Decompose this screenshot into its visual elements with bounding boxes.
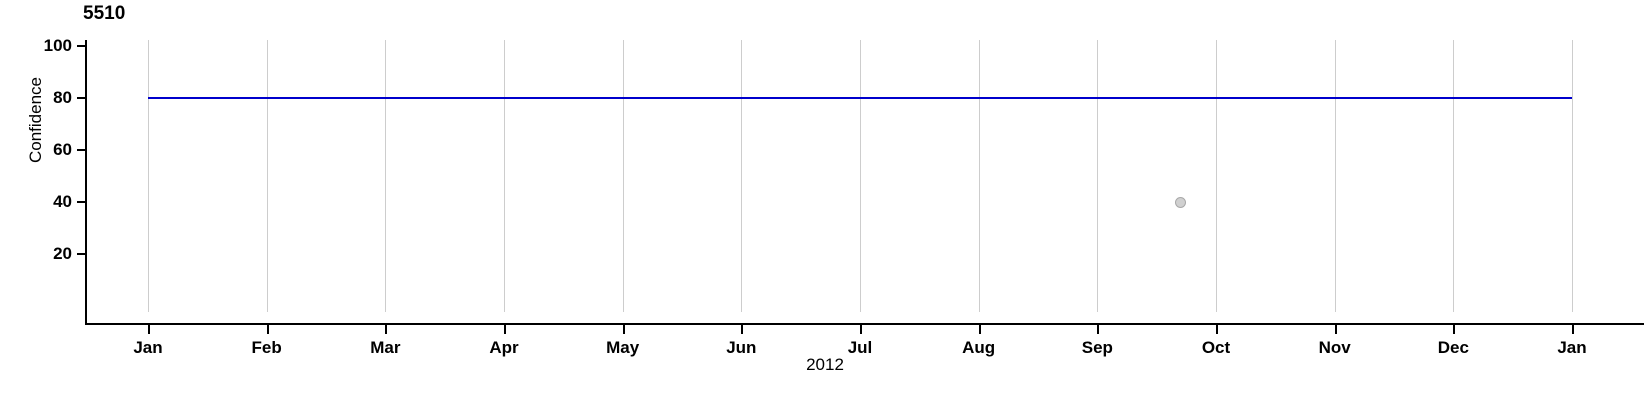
x-tick-label-0: Jan [133, 338, 163, 357]
x-tick-10 [1334, 325, 1337, 334]
gridline-nov-10 [1334, 40, 1336, 312]
x-tick-label-11: Dec [1437, 338, 1469, 357]
y-tick-label-80: 80 [53, 88, 72, 107]
x-tick-label-2: Mar [370, 338, 401, 357]
y-tick-40 [77, 201, 85, 203]
y-tick-20 [77, 253, 85, 255]
x-tick-label-7: Aug [962, 338, 996, 357]
y-axis-title: Confidence [26, 77, 45, 164]
gridline-dec-11 [1453, 40, 1455, 312]
y-tick-80 [77, 97, 85, 99]
x-tick-4 [622, 325, 625, 334]
x-tick-1 [266, 325, 269, 334]
y-tick-label-20: 20 [53, 244, 72, 263]
y-tick-label-100: 100 [43, 36, 72, 55]
x-tick-6 [860, 325, 862, 334]
y-tick-100 [77, 45, 85, 47]
x-tick-2 [385, 325, 388, 334]
x-tick-label-1: Feb [251, 338, 282, 357]
x-tick-label-12: Jan [1557, 338, 1587, 357]
x-tick-label-8: Sep [1081, 338, 1113, 357]
gridline-apr-3 [504, 40, 505, 312]
x-tick-5 [741, 325, 744, 334]
gridline-jul-6 [860, 40, 861, 312]
chart-title: 5510 [83, 3, 126, 24]
gridline-mar-2 [385, 40, 387, 312]
gridline-oct-9 [1216, 40, 1217, 312]
gridline-jan-0 [148, 40, 149, 312]
x-tick-label-10: Nov [1318, 338, 1351, 357]
gridline-may-4 [622, 40, 624, 312]
y-tick-60 [77, 149, 85, 151]
x-tick-7 [978, 325, 981, 334]
x-tick-label-3: Apr [489, 338, 519, 357]
y-axis-line [85, 40, 87, 325]
gridline-jan-12 [1572, 40, 1573, 312]
data-point-0[interactable] [1174, 196, 1186, 208]
threshold-line-threshold [148, 97, 1572, 99]
y-tick-label-60: 60 [53, 140, 72, 159]
x-tick-12 [1572, 325, 1574, 334]
x-tick-label-5: Jun [726, 338, 757, 357]
x-tick-11 [1453, 325, 1456, 334]
x-tick-label-6: Jul [847, 338, 873, 357]
x-tick-9 [1216, 325, 1218, 334]
gridline-jun-5 [741, 40, 743, 312]
y-tick-label-40: 40 [53, 192, 72, 211]
x-tick-label-9: Oct [1201, 338, 1231, 357]
x-axis-line [85, 323, 1644, 325]
x-tick-3 [504, 325, 506, 334]
gridline-sep-8 [1097, 40, 1099, 312]
gridline-aug-7 [978, 40, 980, 312]
gridline-feb-1 [266, 40, 268, 312]
x-tick-label-4: May [606, 338, 640, 357]
x-tick-8 [1097, 325, 1100, 334]
x-axis-title: 2012 [806, 355, 844, 374]
x-tick-0 [148, 325, 150, 334]
